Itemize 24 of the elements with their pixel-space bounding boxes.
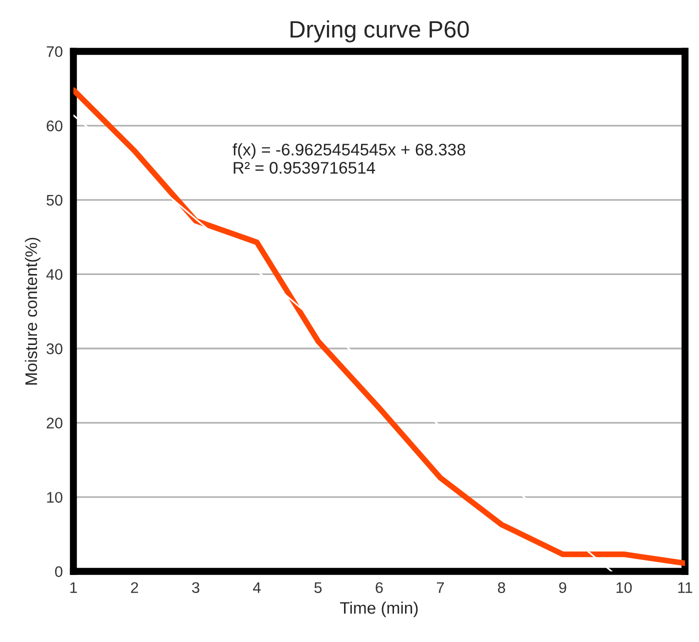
x-tick-label: 10 bbox=[616, 582, 632, 594]
x-tick-label: 6 bbox=[376, 582, 383, 594]
y-tick-label: 30 bbox=[46, 343, 62, 354]
y-tick-label: 10 bbox=[47, 492, 62, 503]
chart-title: Drying curve P60 bbox=[290, 20, 469, 42]
x-tick-label: 5 bbox=[314, 582, 322, 594]
annotation: R² = 0.9539716514 bbox=[234, 162, 376, 174]
y-tick-label: 20 bbox=[46, 418, 62, 428]
y-tick-label: 70 bbox=[46, 46, 62, 58]
x-axis-title: Time (min) bbox=[340, 602, 418, 618]
annotation: f(x) = -6.9625454545x + 68.338 bbox=[232, 143, 466, 159]
x-tick-label: 8 bbox=[498, 582, 506, 594]
y-tick-label: 50 bbox=[46, 194, 62, 206]
y-tick-label: 60 bbox=[46, 120, 62, 132]
x-tick-label: 3 bbox=[192, 582, 200, 594]
y-tick-label: 0 bbox=[55, 566, 62, 578]
y-tick-label: 40 bbox=[46, 269, 62, 280]
x-tick-label: 7 bbox=[436, 582, 444, 593]
y-axis-title: Moisture content(%) bbox=[24, 238, 40, 385]
x-tick-label: 1 bbox=[70, 582, 77, 593]
x-tick-label: 4 bbox=[252, 582, 261, 593]
x-tick-label: 11 bbox=[678, 582, 692, 593]
x-tick-label: 2 bbox=[131, 582, 138, 593]
x-tick-label: 9 bbox=[559, 582, 566, 594]
